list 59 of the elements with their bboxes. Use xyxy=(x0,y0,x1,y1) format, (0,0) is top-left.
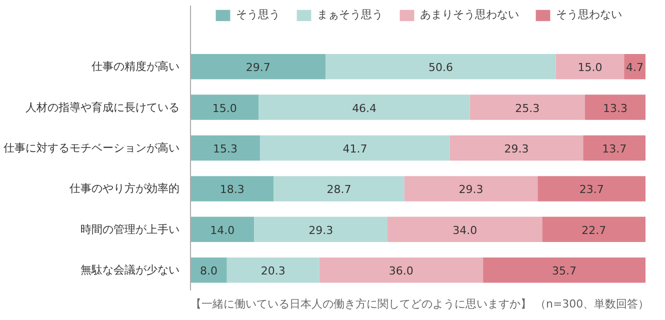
y-tick-label: 仕事のやり方が効率的 xyxy=(70,182,180,196)
data-label: 29.3 xyxy=(308,224,334,237)
bar xyxy=(190,94,259,120)
bar xyxy=(190,176,274,202)
legend-label: あまりそう思わない xyxy=(420,7,519,22)
bar xyxy=(258,94,470,120)
bar xyxy=(190,258,227,283)
bar xyxy=(226,258,320,283)
data-label: 29.3 xyxy=(458,183,484,196)
data-label: 50.6 xyxy=(428,61,454,74)
bar xyxy=(556,54,624,80)
data-label: 4.7 xyxy=(626,61,644,74)
data-label: 15.0 xyxy=(578,61,602,74)
legend-label: そう思わない xyxy=(556,7,622,22)
bar xyxy=(254,216,388,242)
data-label: 29.3 xyxy=(504,142,529,156)
y-tick-label: 人材の指導や育成に長けている xyxy=(26,100,180,114)
data-label: 13.7 xyxy=(602,142,627,156)
bar xyxy=(538,176,646,202)
bar xyxy=(274,176,404,202)
data-label: 22.7 xyxy=(582,224,606,237)
y-tick-label: 仕事に対するモチベーションが高い xyxy=(4,142,180,154)
bar xyxy=(450,135,584,161)
bar xyxy=(260,135,450,161)
data-label: 15.3 xyxy=(213,142,238,156)
bar xyxy=(542,216,646,242)
data-label: 41.7 xyxy=(342,142,368,156)
data-label: 18.3 xyxy=(220,183,244,196)
data-label: 8.0 xyxy=(200,264,218,278)
data-label: 25.3 xyxy=(515,102,540,115)
data-label: 28.7 xyxy=(326,183,352,196)
data-label: 15.0 xyxy=(212,102,237,115)
bar xyxy=(190,135,260,161)
bar xyxy=(624,54,646,80)
y-tick-label: 仕事の精度が高い xyxy=(92,60,180,74)
y-tick-label: 無駄な会議が少ない xyxy=(80,264,180,277)
data-label: 46.4 xyxy=(352,102,377,115)
bar xyxy=(584,94,646,120)
bar xyxy=(404,176,538,202)
bar xyxy=(190,216,254,242)
data-label: 14.0 xyxy=(210,224,235,237)
legend-label: まぁそう思う xyxy=(317,7,383,22)
data-label: 34.0 xyxy=(452,224,478,237)
y-tick-label: 時間の管理が上手い xyxy=(80,222,180,236)
bar xyxy=(388,216,542,242)
data-label: 29.7 xyxy=(246,61,270,74)
bar xyxy=(470,94,585,120)
data-label: 13.3 xyxy=(602,102,628,115)
data-label: 20.3 xyxy=(260,264,286,278)
data-label: 23.7 xyxy=(579,183,604,196)
bar xyxy=(190,54,326,80)
legend-label: そう思う xyxy=(236,7,280,22)
bar xyxy=(319,258,484,283)
data-label: 35.7 xyxy=(552,264,577,278)
text: 【一緒に働いている日本人の働き方に関してどのように思いますか】 （n=300、単数回答） xyxy=(190,298,650,310)
bar xyxy=(583,135,646,161)
data-label: 36.0 xyxy=(388,264,414,278)
bar xyxy=(326,54,556,80)
bar xyxy=(483,258,646,283)
